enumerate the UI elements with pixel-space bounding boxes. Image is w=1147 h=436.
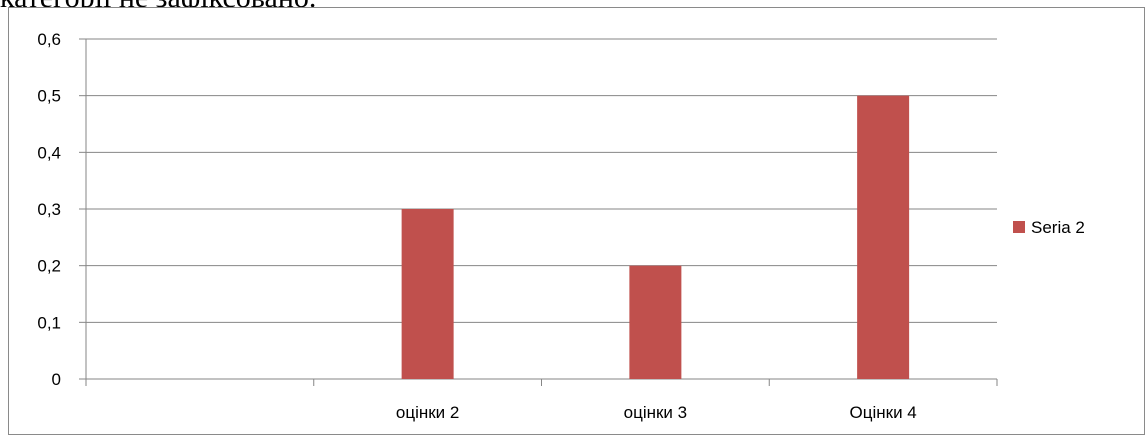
chart-frame (8, 7, 1145, 435)
legend-swatch (1013, 221, 1025, 233)
legend: Seria 2 (1013, 218, 1085, 237)
gridlines (86, 38, 997, 323)
y-tick-label: 0,4 (37, 143, 61, 162)
y-tick-label: 0 (52, 370, 61, 389)
x-tick-label: Оцінки 4 (850, 403, 917, 422)
y-tick-label: 0,3 (37, 200, 61, 219)
y-tick-label: 0,5 (37, 87, 61, 106)
x-tick-labels: оцінки 2 оцінки 3 Оцінки 4 (396, 403, 917, 422)
axes (79, 38, 998, 386)
bar (629, 265, 682, 379)
y-tick-label: 0,2 (37, 257, 61, 276)
x-tick-label: оцінки 3 (624, 403, 687, 422)
x-tick-label: оцінки 2 (396, 403, 459, 422)
bar (401, 209, 454, 379)
y-tick-label: 0,1 (37, 313, 61, 332)
y-tick-label: 0,6 (37, 30, 61, 49)
bars (401, 95, 910, 380)
bar (857, 95, 910, 380)
y-tick-labels: 0 0,1 0,2 0,3 0,4 0,5 0,6 (37, 30, 61, 389)
legend-label: Seria 2 (1031, 218, 1085, 237)
